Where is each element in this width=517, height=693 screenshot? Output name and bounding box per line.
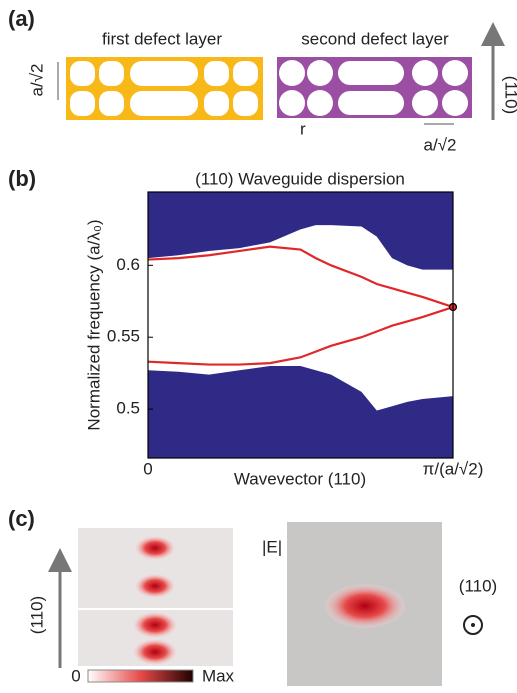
- colorbar: [87, 669, 194, 683]
- field-map: [78, 528, 233, 666]
- y-axis-label: Normalized frequency (a/λ₀): [84, 219, 103, 430]
- y-tick-label: 0.5: [116, 399, 140, 418]
- second-layer: [277, 57, 472, 118]
- out-of-plane-symbol: [463, 615, 483, 635]
- first-layer: [66, 57, 263, 120]
- mode-line: [147, 305, 454, 366]
- caption: second defect layer: [301, 29, 449, 48]
- out-of-plane-symbol: [471, 623, 475, 627]
- x-tick-label: 0: [143, 459, 152, 478]
- y-tick-label: 0.55: [107, 327, 140, 346]
- band-area: [148, 365, 453, 458]
- dimension-label: a/√2: [424, 135, 457, 154]
- panel-label: (c): [8, 506, 35, 531]
- band-area: [148, 192, 453, 270]
- panel-label: (b): [8, 166, 36, 191]
- x-tick-label: π/(a/√2): [423, 459, 484, 478]
- field-label: |E|: [262, 537, 282, 556]
- dimension-label: a/√2: [27, 64, 46, 97]
- colorbar-label: 0: [71, 666, 80, 685]
- field-map: [287, 522, 442, 686]
- radius-label: r: [300, 119, 306, 138]
- x-axis-label: Wavevector (110): [234, 469, 366, 488]
- direction-label: (110): [459, 576, 497, 595]
- y-tick-label: 0.6: [116, 255, 140, 274]
- plot-frame: [147, 191, 454, 459]
- caption: first defect layer: [102, 29, 222, 48]
- mode-line: [147, 245, 454, 309]
- direction-label: (110): [27, 596, 46, 634]
- plot: 0.5 0.55 0.6 0 π/(a/√2): [107, 191, 484, 478]
- colorbar-label: Max: [202, 666, 235, 685]
- panel-label: (a): [8, 6, 35, 31]
- direction-label: (110): [502, 76, 517, 114]
- chart-title: (110) Waveguide dispersion: [195, 169, 405, 188]
